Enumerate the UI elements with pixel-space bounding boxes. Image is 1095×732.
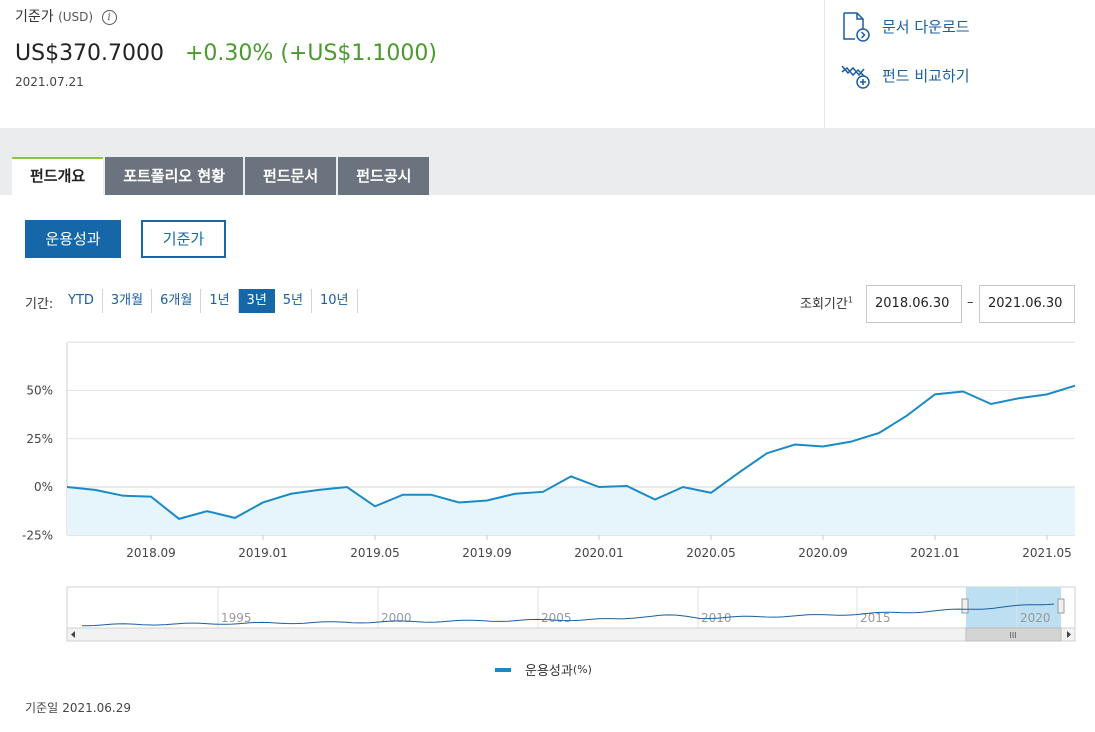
document-download-link[interactable]: 문서 다운로드: [840, 10, 970, 42]
nav-price-button[interactable]: 기준가: [141, 220, 226, 258]
tab-fund-documents[interactable]: 펀드문서: [245, 157, 337, 195]
period-5y[interactable]: 5년: [275, 289, 313, 313]
navigator-handle-left: [961, 598, 969, 614]
navigator-thumb-grip: III: [1009, 631, 1016, 640]
x-tick-label: 2020.09: [798, 546, 848, 560]
nav-unit: (USD): [58, 10, 94, 24]
nav-change-pct: +0.30%: [185, 41, 274, 66]
fund-header: 기준가 (USD) i US$370.7000 +0.30% (+US$1.10…: [0, 0, 1095, 128]
tab-fund-overview[interactable]: 펀드개요: [12, 157, 104, 195]
period-3y[interactable]: 3년: [238, 289, 275, 313]
navigator-tick-label: 1995: [221, 611, 252, 625]
performance-button[interactable]: 운용성과: [25, 220, 121, 258]
period-3m[interactable]: 3개월: [103, 289, 153, 313]
navigator-tick-label: 2000: [381, 611, 412, 625]
fund-compare-label: 펀드 비교하기: [882, 66, 970, 85]
y-tick-label: 50%: [26, 384, 53, 398]
navigator-tick-label: 2015: [860, 611, 891, 625]
navigator-series-line: [82, 603, 1055, 627]
navigator-tick-label: 2020: [1020, 611, 1051, 625]
info-icon[interactable]: i: [101, 10, 117, 25]
nav-change: +0.30% (+US$1.1000): [185, 41, 437, 66]
navigator-frame: [66, 586, 1076, 629]
nav-date: 2021.07.21: [15, 75, 84, 89]
period-1y[interactable]: 1년: [201, 289, 239, 313]
base-date-value: 2021.06.29: [62, 701, 131, 715]
period-6m[interactable]: 6개월: [152, 289, 202, 313]
header-divider: [824, 0, 825, 128]
x-tick-label: 2021.05: [1022, 546, 1072, 560]
performance-chart[interactable]: 50% 25% 0% -25% 2018.09 2019.01 2019.05 2019.09…: [0, 335, 1095, 575]
x-tick-label: 2020.05: [686, 546, 736, 560]
chart-legend[interactable]: 운용성과 (%): [495, 660, 592, 679]
navigator-selection: [966, 587, 1061, 628]
range-label-text: 조회기간: [800, 297, 848, 312]
y-tick-label: -25%: [22, 528, 53, 542]
y-tick-label: 25%: [26, 432, 53, 446]
tab-portfolio[interactable]: 포트폴리오 현황: [105, 157, 244, 195]
range-from-input[interactable]: 2018.06.30: [866, 285, 962, 323]
navigator-tick-label: 2005: [541, 611, 572, 625]
base-date-label: 기준일: [25, 701, 59, 715]
x-tick-label: 2019.01: [238, 546, 288, 560]
nav-label-text: 기준가: [15, 9, 54, 25]
x-tick-label: 2018.09: [126, 546, 176, 560]
y-tick-label: 0%: [34, 480, 53, 494]
range-footnote: 1: [847, 295, 853, 305]
legend-swatch: [495, 667, 511, 672]
period-10y[interactable]: 10년: [312, 289, 358, 313]
period-ytd[interactable]: YTD: [60, 289, 103, 313]
document-download-label: 문서 다운로드: [882, 17, 970, 36]
range-separator: –: [967, 295, 974, 310]
tab-fund-disclosure[interactable]: 펀드공시: [338, 157, 430, 195]
legend-unit: (%): [572, 663, 592, 676]
nav-label: 기준가 (USD) i: [15, 6, 117, 26]
fund-compare-icon: [841, 65, 870, 89]
fund-compare-link[interactable]: 펀드 비교하기: [840, 60, 970, 90]
negative-area: [67, 385, 1075, 535]
range-to-input[interactable]: 2021.06.30: [979, 285, 1075, 323]
x-tick-label: 2019.05: [350, 546, 400, 560]
scroll-left-arrow-icon: [71, 631, 75, 638]
x-tick-label: 2020.01: [574, 546, 624, 560]
base-date: 기준일 2021.06.29: [25, 699, 131, 716]
nav-value: US$370.7000: [15, 41, 165, 66]
legend-label: 운용성과: [525, 664, 573, 679]
area-mask: [68, 343, 1075, 487]
period-label: 기간:: [25, 297, 54, 312]
period-selector: YTD 3개월 6개월 1년 3년 5년 10년: [60, 289, 358, 313]
navigator-scrollbar: [66, 627, 1076, 642]
range-label: 조회기간1: [800, 293, 853, 312]
x-tick-label: 2021.01: [910, 546, 960, 560]
document-download-icon: [843, 12, 870, 42]
navigator-handle-right: [1057, 598, 1065, 614]
x-tick-label: 2019.09: [462, 546, 512, 560]
tab-bar: 펀드개요 포트폴리오 현황 펀드문서 펀드공시: [12, 157, 431, 195]
scroll-right-arrow-icon: [1067, 631, 1071, 638]
nav-change-abs: (+US$1.1000): [280, 41, 437, 66]
navigator-scroll-thumb: [965, 627, 1062, 642]
